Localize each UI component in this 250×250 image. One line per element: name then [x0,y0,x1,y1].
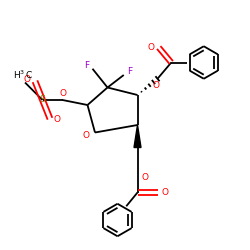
Text: O: O [83,130,90,140]
Text: O: O [153,81,160,90]
Text: F: F [127,68,132,76]
Text: O: O [54,116,61,124]
Text: C: C [26,71,32,80]
Polygon shape [134,125,141,148]
Text: H: H [13,71,20,80]
Text: O: O [162,188,168,197]
Text: S: S [40,96,46,104]
Text: O: O [148,43,155,52]
Text: O: O [24,76,31,84]
Text: 3: 3 [20,70,24,74]
Text: O: O [59,88,66,98]
Text: F: F [84,61,89,70]
Text: O: O [142,173,149,182]
